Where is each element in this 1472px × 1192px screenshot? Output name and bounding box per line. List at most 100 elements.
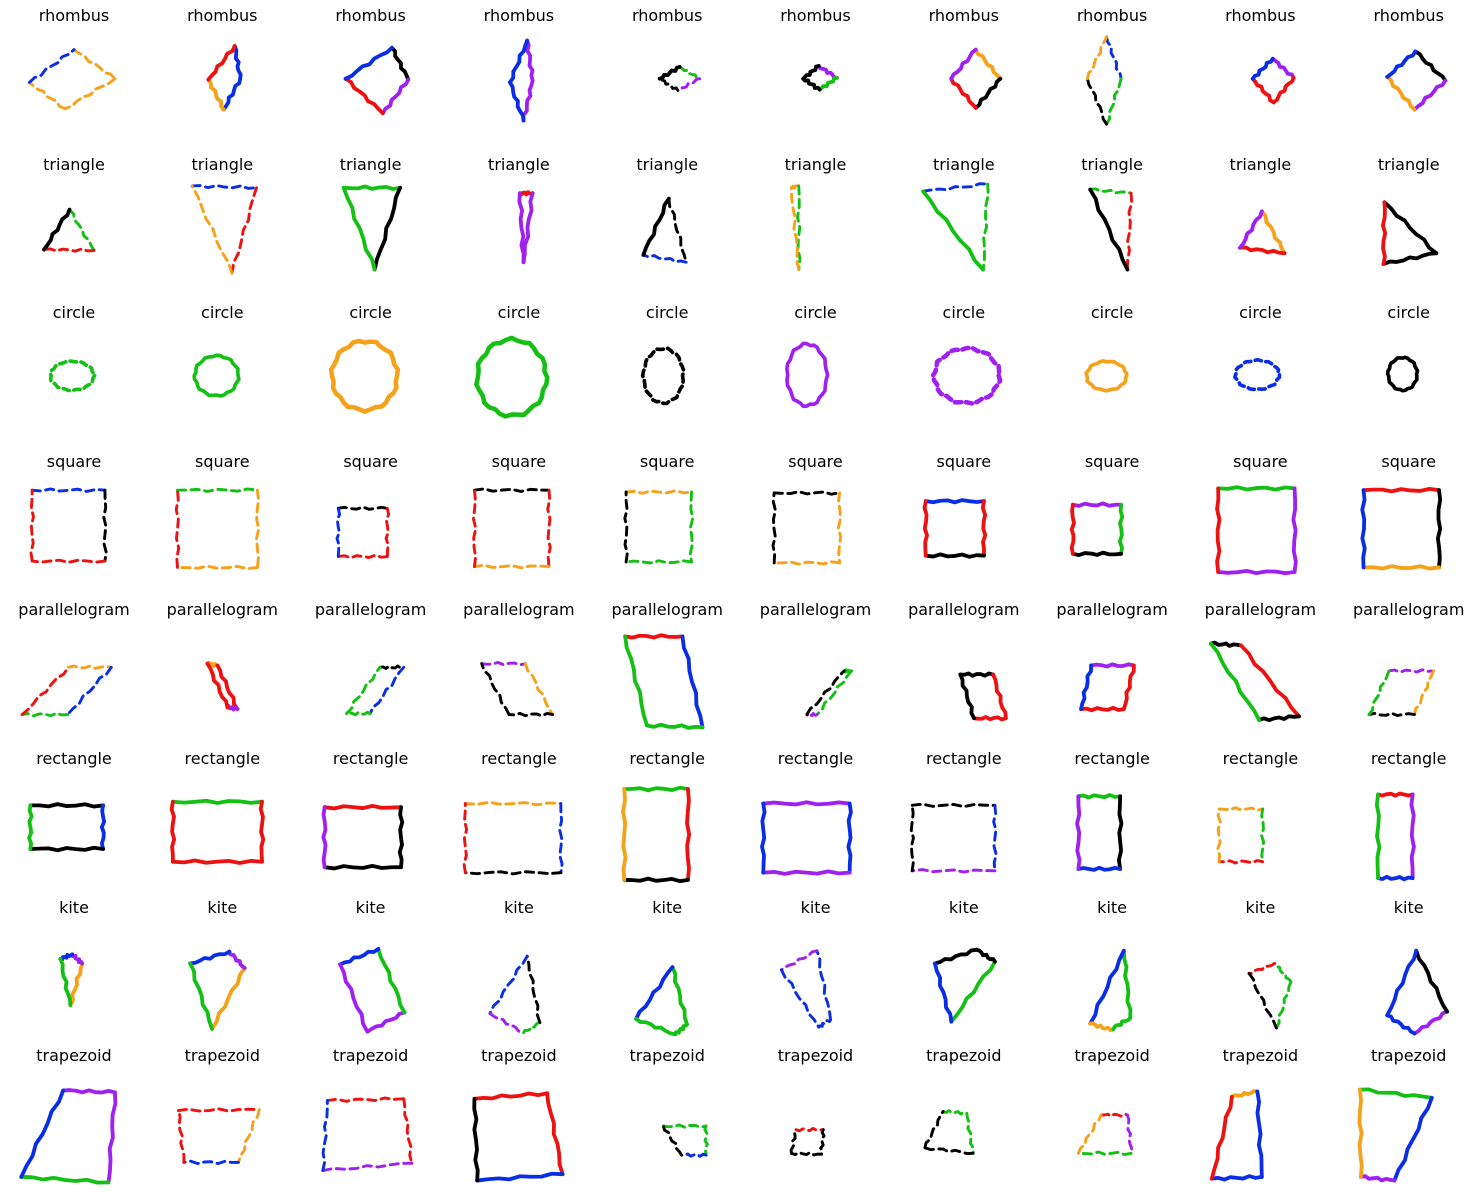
shape-side xyxy=(507,80,526,123)
shape-drawing-rhombus xyxy=(507,38,535,123)
shape-cell-rectangle: rectangle xyxy=(1335,743,1472,891)
shape-cell-square: square xyxy=(1038,446,1186,594)
shape-drawing-triangle xyxy=(190,183,259,275)
shape-side xyxy=(177,1107,262,1113)
shape-side xyxy=(645,723,705,731)
shape-drawing-kite xyxy=(634,964,690,1036)
shape-drawing-circle xyxy=(930,345,1003,407)
shape-drawing-circle xyxy=(48,359,97,393)
shape-side xyxy=(205,662,230,710)
shape-side xyxy=(662,1123,708,1129)
shape-side xyxy=(521,78,535,123)
shape-side xyxy=(58,952,75,962)
shape-label: trapezoid xyxy=(481,1046,557,1066)
shape-drawing-square xyxy=(922,497,987,559)
shape-side xyxy=(1275,979,1293,1030)
shape-side xyxy=(973,47,1003,81)
shape-label: rectangle xyxy=(1074,749,1150,768)
shape-cell-circle: circle xyxy=(0,297,148,445)
shape-side xyxy=(1375,791,1415,798)
circle-outline xyxy=(1084,359,1129,393)
circle-outline xyxy=(328,338,400,415)
shape-side xyxy=(462,802,468,875)
shape-label: rhombus xyxy=(187,6,258,25)
shape-side xyxy=(1079,663,1094,712)
shape-drawing-parallelogram xyxy=(1367,668,1435,718)
shape-drawing-square xyxy=(335,505,390,560)
shape-drawing-kite xyxy=(488,954,542,1034)
shape-cell-circle: circle xyxy=(890,297,1038,445)
shape-drawing-trapezoid xyxy=(1077,1112,1134,1157)
shape-side xyxy=(920,189,985,272)
shape-label: trapezoid xyxy=(1370,1046,1447,1066)
shape-side xyxy=(222,76,243,112)
shape-label: rhombus xyxy=(335,6,406,25)
shape-side xyxy=(974,947,997,964)
shape-side xyxy=(188,961,215,1031)
shape-drawing-square xyxy=(175,487,261,570)
shape-side xyxy=(1384,49,1417,79)
shape-side xyxy=(642,253,688,264)
shape-drawing-rhombus xyxy=(28,48,117,111)
shape-side xyxy=(176,564,260,570)
shape-cell-trapezoid: trapezoid xyxy=(297,1040,445,1188)
shape-cell-trapezoid: trapezoid xyxy=(1186,1040,1334,1188)
shape-side xyxy=(816,1017,832,1029)
shape-side xyxy=(1238,209,1265,250)
shape-drawing-triangle xyxy=(920,181,990,272)
shape-side xyxy=(29,488,35,563)
shape-cell-trapezoid: trapezoid xyxy=(1038,1040,1186,1188)
shape-side xyxy=(634,1016,678,1036)
shape-label: rectangle xyxy=(184,749,261,768)
shape-drawing-trapezoid xyxy=(662,1123,710,1159)
shape-side xyxy=(210,965,247,1031)
shape-side xyxy=(517,190,526,264)
shape-side xyxy=(1077,1150,1133,1157)
shape-cell-rectangle: rectangle xyxy=(148,743,296,891)
shape-label: kite xyxy=(1097,897,1127,917)
shape-side xyxy=(1071,550,1124,557)
shape-drawing-parallelogram xyxy=(623,633,705,731)
shape-side xyxy=(1360,488,1367,570)
shape-label: square xyxy=(46,451,102,471)
shape-side xyxy=(507,712,554,718)
shape-label: parallelogram xyxy=(18,600,130,620)
shape-cell-rectangle: rectangle xyxy=(297,743,445,891)
shape-side xyxy=(42,246,96,253)
shape-side xyxy=(1260,209,1287,255)
shape-side xyxy=(971,715,1008,722)
shape-cell-circle: circle xyxy=(593,297,741,445)
circle-outline xyxy=(784,341,829,409)
shape-label: kite xyxy=(948,897,979,917)
shape-side xyxy=(255,488,261,569)
shape-side xyxy=(1088,186,1133,195)
shape-label: trapezoid xyxy=(332,1046,409,1066)
shape-side xyxy=(1384,1012,1417,1035)
shape-side xyxy=(1238,245,1287,255)
shape-side xyxy=(1380,199,1387,266)
shape-cell-triangle: triangle xyxy=(1186,149,1334,297)
shape-side xyxy=(320,1099,329,1173)
shape-side xyxy=(28,48,76,84)
shape-side xyxy=(227,949,247,970)
shape-side xyxy=(1392,1096,1434,1183)
shape-side xyxy=(30,487,107,493)
shape-drawing-kite xyxy=(188,949,247,1031)
shape-side xyxy=(343,45,394,81)
shape-label: rhombus xyxy=(1225,6,1296,25)
shape-cell-rhombus: rhombus xyxy=(0,0,148,148)
shape-side xyxy=(1273,961,1293,983)
shape-side xyxy=(20,712,70,718)
shape-side xyxy=(106,1090,118,1185)
shape-cell-kite: kite xyxy=(445,892,593,1040)
shape-label: kite xyxy=(1245,897,1276,917)
shape-side xyxy=(171,858,265,865)
shape-side xyxy=(344,711,372,717)
shape-drawing-rhombus xyxy=(1251,56,1296,105)
shape-label: kite xyxy=(652,897,683,917)
shape-side xyxy=(237,1108,262,1165)
shape-side xyxy=(557,802,564,875)
shape-cell-kite: kite xyxy=(0,892,148,1040)
shape-label: kite xyxy=(800,897,831,917)
shape-label: rectangle xyxy=(629,749,705,768)
